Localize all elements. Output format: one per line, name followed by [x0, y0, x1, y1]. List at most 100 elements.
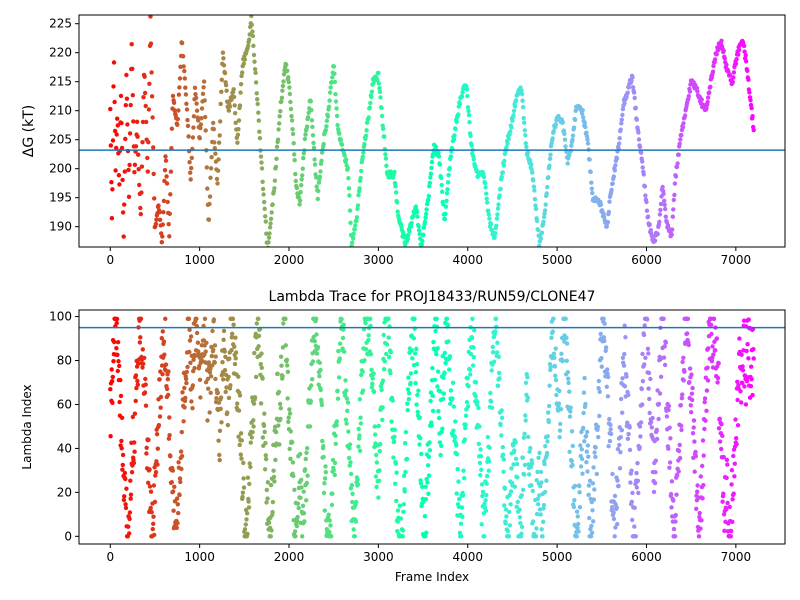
lambda-point: [183, 376, 189, 382]
lambda-point: [702, 399, 707, 405]
lambda-point: [458, 521, 464, 526]
delta-g-point: [189, 155, 194, 161]
delta-g-point: [510, 118, 515, 123]
lambda-point: [160, 372, 165, 377]
delta-g-point: [132, 162, 138, 167]
lambda-point: [251, 424, 256, 429]
lambda-point: [668, 491, 674, 497]
lambda-point: [281, 321, 286, 326]
delta-g-point: [224, 88, 229, 93]
delta-g-point: [427, 184, 432, 189]
delta-g-point: [314, 175, 319, 180]
delta-g-point: [177, 76, 183, 81]
lambda-point: [521, 487, 526, 492]
delta-g-point: [542, 208, 548, 213]
x-tick-label: 0: [106, 550, 114, 564]
delta-g-point: [619, 117, 624, 122]
delta-g-point: [532, 197, 538, 202]
lambda-point: [438, 452, 443, 458]
lambda-point: [330, 491, 335, 496]
delta-g-point: [531, 178, 536, 183]
lambda-point: [499, 433, 504, 438]
lambda-point: [517, 515, 523, 520]
lambda-point: [117, 399, 122, 405]
lambda-point: [484, 473, 490, 479]
delta-g-point: [216, 140, 222, 145]
delta-g-point: [500, 170, 505, 175]
lambda-point: [716, 361, 721, 366]
delta-g-point: [338, 137, 343, 142]
lambda-point: [740, 364, 745, 369]
delta-g-point: [208, 166, 214, 171]
delta-g-point: [612, 168, 617, 173]
lambda-point: [336, 348, 341, 354]
lambda-point: [735, 423, 741, 428]
lambda-point: [478, 454, 484, 459]
delta-g-point: [135, 134, 140, 139]
delta-g-point: [171, 100, 177, 106]
lambda-point: [513, 440, 518, 445]
lambda-point: [451, 404, 456, 409]
delta-g-point: [416, 228, 422, 233]
lambda-point: [468, 372, 473, 377]
lambda-point: [401, 502, 406, 507]
lambda-point: [321, 444, 326, 449]
delta-g-point: [181, 54, 186, 59]
lambda-point: [248, 440, 253, 445]
delta-g-point: [359, 168, 364, 174]
delta-g-point: [345, 166, 350, 171]
lambda-point: [270, 509, 275, 515]
lambda-point: [645, 317, 650, 322]
lambda-point: [382, 359, 387, 364]
lambda-point: [119, 446, 124, 451]
lambda-point: [216, 400, 222, 405]
lambda-point: [608, 422, 613, 427]
delta-g-point: [395, 209, 400, 214]
delta-g-point: [181, 64, 186, 69]
x-tick-label: 7000: [721, 253, 752, 267]
delta-g-panel: 0 1000 2000 3000 4000 5000 6000 7000 1901952002…: [21, 14, 786, 267]
lambda-point: [668, 436, 673, 441]
lambda-point: [523, 418, 528, 423]
lambda-point: [260, 376, 265, 381]
delta-g-point: [642, 184, 648, 189]
delta-g-point: [339, 142, 345, 147]
lambda-point: [222, 349, 227, 354]
delta-g-point: [741, 43, 747, 49]
lambda-point: [135, 382, 140, 387]
lambda-point: [284, 357, 290, 362]
delta-g-point: [302, 136, 308, 142]
lambda-point: [231, 322, 236, 327]
lambda-point: [572, 483, 578, 489]
lambda-point: [465, 376, 470, 381]
lambda-point: [583, 433, 589, 439]
lambda-point: [537, 493, 542, 498]
delta-g-point: [466, 112, 472, 118]
delta-g-point: [676, 152, 681, 157]
delta-g-point: [279, 99, 284, 104]
lambda-point: [522, 462, 528, 468]
lambda-point: [586, 483, 592, 488]
lambda-point: [739, 400, 744, 405]
lambda-point: [310, 377, 315, 382]
lambda-point: [553, 373, 558, 378]
lambda-point: [646, 386, 651, 391]
lambda-point: [374, 484, 379, 490]
lambda-point: [194, 330, 200, 336]
delta-g-point: [236, 118, 242, 123]
lambda-point: [203, 349, 208, 354]
lambda-point: [728, 534, 733, 539]
lambda-point: [217, 428, 223, 433]
lambda-point: [649, 425, 654, 430]
lambda-point: [594, 471, 599, 477]
lambda-point: [209, 353, 214, 359]
lambda-point: [612, 493, 618, 499]
y-tick-label: 205: [49, 133, 72, 147]
lambda-point: [142, 355, 147, 361]
lambda-point: [319, 402, 325, 408]
lambda-point: [294, 523, 300, 529]
delta-g-point: [170, 93, 176, 99]
lambda-point: [264, 487, 269, 493]
delta-g-point: [117, 182, 122, 187]
lambda-point: [615, 446, 621, 452]
